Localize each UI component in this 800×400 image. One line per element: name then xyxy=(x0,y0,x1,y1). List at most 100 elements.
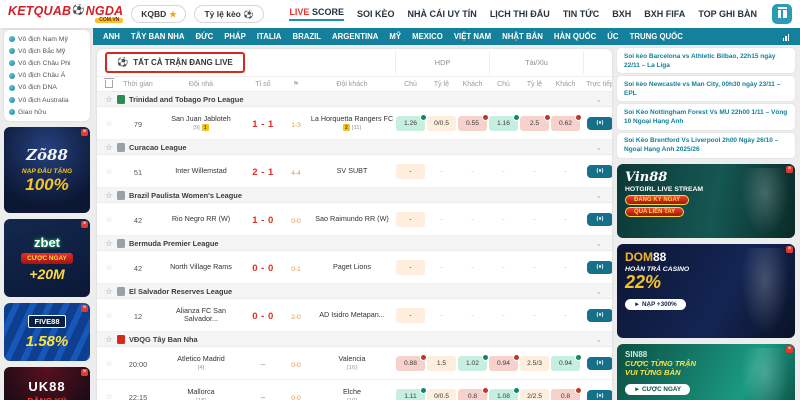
reward-button[interactable]: QUA LIỀN TAY xyxy=(625,206,685,217)
close-icon[interactable]: × xyxy=(81,369,88,377)
favorite-star-icon[interactable]: ☆ xyxy=(105,166,113,176)
odds-cell[interactable]: 1.16 xyxy=(489,113,520,131)
favorite-star-icon[interactable]: ☆ xyxy=(105,142,113,152)
country-nav-item[interactable]: ITALIA xyxy=(256,32,282,41)
favorite-star-icon[interactable]: ☆ xyxy=(105,238,113,248)
favorite-star-icon[interactable]: ☆ xyxy=(105,118,113,128)
kqbd-button[interactable]: KQBD ★ xyxy=(131,5,187,23)
odds-ratio-button[interactable]: Tỷ lệ kèo ⚽ xyxy=(194,5,264,23)
country-nav-item[interactable]: TÂY BAN NHA xyxy=(130,32,185,41)
gift-icon[interactable] xyxy=(772,4,792,24)
favorite-star-icon[interactable]: ☆ xyxy=(105,214,113,224)
odds-cell[interactable]: 0.8 xyxy=(458,386,489,400)
country-nav-item[interactable]: MỸ xyxy=(389,32,402,41)
nav-item[interactable]: NHÀ CÁI UY TÍN xyxy=(407,9,477,19)
match-row[interactable]: ☆ 12 Alianza FC San Salvador... 0 - 0 2-0 AD … xyxy=(97,299,612,332)
sidebar-item[interactable]: Vô địch Châu Á xyxy=(8,70,86,82)
odds-cell[interactable]: 1.11 xyxy=(396,386,427,400)
odds-cell[interactable]: 1.08 xyxy=(489,386,520,400)
news-link[interactable]: Soi Kèo Brentford Vs Liverpool 2h00 Ngày… xyxy=(617,132,795,158)
odds-cell[interactable]: - xyxy=(520,308,549,323)
country-nav-item[interactable]: ĐỨC xyxy=(195,32,214,41)
sidebar-item[interactable]: Vô địch DNA xyxy=(8,82,86,94)
sidebar-item[interactable]: Vô địch Australia xyxy=(8,94,86,106)
ad-banner-five88[interactable]: × FIVE88 1.58% xyxy=(4,303,90,362)
league-row[interactable]: ☆ VĐQG Tây Ban Nha ⌄ xyxy=(97,332,612,347)
nav-item[interactable]: BXH FIFA xyxy=(644,9,686,19)
country-nav-item[interactable]: MEXICO xyxy=(412,32,443,41)
chevron-down-icon[interactable]: ⌄ xyxy=(595,94,602,104)
odds-cell[interactable]: - xyxy=(427,260,456,275)
odds-cell[interactable]: - xyxy=(427,212,456,227)
league-row[interactable]: ☆ Curacao League ⌄ xyxy=(97,140,612,155)
odds-cell[interactable]: - xyxy=(458,308,487,323)
odds-cell[interactable]: 0.94 xyxy=(551,353,582,371)
trash-icon[interactable] xyxy=(104,78,114,88)
odds-cell[interactable]: - xyxy=(489,260,518,275)
match-row[interactable]: ☆ 42 Rio Negro RR (W) 1 - 0 0-0 Sao Raimundo … xyxy=(97,203,612,236)
country-nav-item[interactable]: BRAZIL xyxy=(292,32,322,41)
league-row[interactable]: ☆ Bermuda Premier League ⌄ xyxy=(97,236,612,251)
ad-banner-zo88[interactable]: × Zõ88 NẠP ĐẦU TẶNG 100% xyxy=(4,127,90,214)
nav-item[interactable]: BXH xyxy=(612,9,632,19)
country-nav-item[interactable]: VIỆT NAM xyxy=(453,32,492,41)
country-nav-item[interactable]: TRUNG QUỐC xyxy=(629,32,683,41)
odds-cell[interactable]: 0.62 xyxy=(551,113,582,131)
odds-cell[interactable]: 2.5/3 xyxy=(520,355,549,371)
favorite-star-icon[interactable]: ☆ xyxy=(105,334,113,344)
odds-cell[interactable]: - xyxy=(551,164,580,179)
country-nav-item[interactable]: PHÁP xyxy=(224,32,246,41)
league-row[interactable]: ☆ Brazil Paulista Women's League ⌄ xyxy=(97,188,612,203)
favorite-star-icon[interactable]: ☆ xyxy=(105,94,113,104)
favorite-star-icon[interactable]: ☆ xyxy=(105,358,113,368)
favorite-star-icon[interactable]: ☆ xyxy=(105,262,113,272)
odds-cell[interactable]: - xyxy=(551,260,580,275)
odds-cell[interactable]: - xyxy=(520,164,549,179)
match-row[interactable]: ☆ 22:15 Mallorca[18] – 0-0 Elche[10] 1.11 0/0.5… xyxy=(97,380,612,400)
nav-item[interactable]: SOI KÈO xyxy=(356,9,395,19)
odds-cell[interactable]: - xyxy=(520,260,549,275)
live-stream-button[interactable]: (●) xyxy=(587,389,612,400)
live-stream-button[interactable]: (●) xyxy=(587,356,612,370)
odds-cell[interactable]: 0/0.5 xyxy=(427,388,456,400)
news-link[interactable]: Soi kèo Barcelona vs Athletic Bilbao, 22… xyxy=(617,48,795,74)
nav-item[interactable]: TOP GHI BÀN xyxy=(698,9,757,19)
live-stream-button[interactable]: (●) xyxy=(587,308,612,322)
news-link[interactable]: Soi kèo Newcastle vs Man City, 00h30 ngà… xyxy=(617,76,795,102)
favorite-star-icon[interactable]: ☆ xyxy=(105,391,113,400)
country-nav-item[interactable]: ÚC xyxy=(607,32,619,41)
nav-live-score[interactable]: LIVE SCORE xyxy=(289,7,344,21)
odds-cell[interactable]: - xyxy=(427,164,456,179)
nav-item[interactable]: LỊCH THI ĐẤU xyxy=(489,9,550,19)
odds-cell[interactable]: - xyxy=(520,212,549,227)
live-stream-button[interactable]: (●) xyxy=(587,116,612,130)
odds-cell[interactable]: - xyxy=(458,212,487,227)
match-row[interactable]: ☆ 42 North Village Rams 0 - 0 0-1 Paget Lions… xyxy=(97,251,612,284)
favorite-star-icon[interactable]: ☆ xyxy=(105,310,113,320)
match-row[interactable]: ☆ 20:00 Atletico Madrid [4] – 0-0 Valencia [16]… xyxy=(97,347,612,380)
chevron-down-icon[interactable]: ⌄ xyxy=(595,142,602,152)
live-stream-button[interactable]: (●) xyxy=(587,164,612,178)
odds-cell[interactable]: - xyxy=(489,212,518,227)
chevron-down-icon[interactable]: ⌄ xyxy=(595,238,602,248)
sidebar-item[interactable]: Giao hữu xyxy=(8,106,86,118)
favorite-star-icon[interactable]: ☆ xyxy=(105,286,113,296)
ad-banner-zbet[interactable]: × zbet CƯỢC NGAY +20M xyxy=(4,219,90,298)
register-button[interactable]: ĐĂNG KÝ NGAY xyxy=(625,194,690,205)
filter-bars-icon[interactable] xyxy=(782,33,790,41)
chevron-down-icon[interactable]: ⌄ xyxy=(595,334,602,344)
live-stream-button[interactable]: (●) xyxy=(587,212,612,226)
odds-cell[interactable]: 1.5 xyxy=(427,355,456,371)
country-nav-item[interactable]: ANH xyxy=(103,32,120,41)
country-nav-item[interactable]: NHẬT BẢN xyxy=(502,32,543,41)
site-logo[interactable]: KETQUAB ⚽ NGDA COM.VN xyxy=(8,5,124,24)
odds-cell[interactable]: 2.5 xyxy=(520,113,551,131)
chevron-down-icon[interactable]: ⌄ xyxy=(595,286,602,296)
odds-cell[interactable]: - xyxy=(427,308,456,323)
all-live-filter-button[interactable]: ⚽ TẤT CẢ TRẬN ĐANG LIVE xyxy=(105,52,245,73)
odds-cell[interactable]: 1.02 xyxy=(458,353,489,371)
odds-cell[interactable]: - xyxy=(396,259,425,275)
league-row[interactable]: ☆ Trinidad and Tobago Pro League ⌄ xyxy=(97,92,612,107)
odds-cell[interactable]: 2/2.5 xyxy=(520,388,549,400)
odds-cell[interactable]: 0.55 xyxy=(458,113,489,131)
